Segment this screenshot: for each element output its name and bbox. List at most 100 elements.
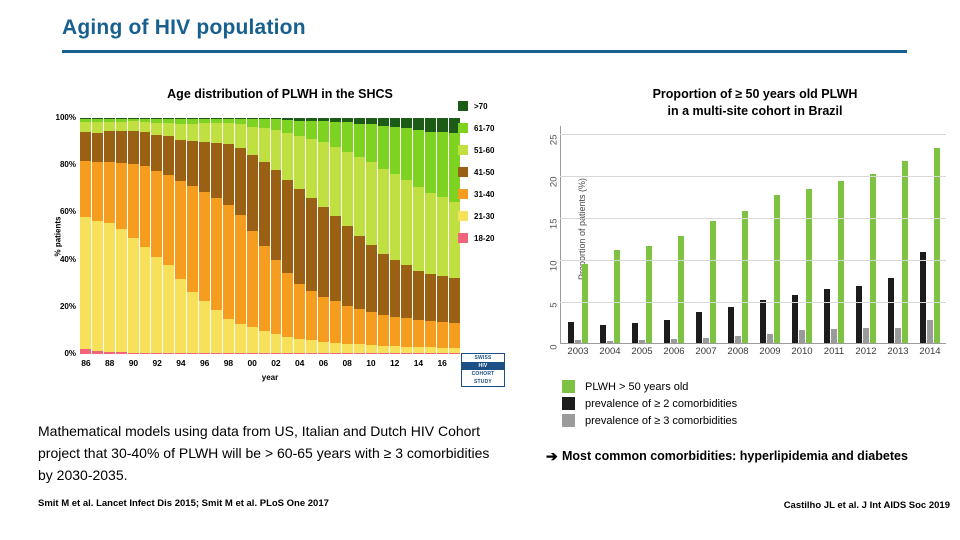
left-chart-segment bbox=[377, 168, 389, 254]
left-chart-segment bbox=[437, 132, 449, 198]
left-chart-segment bbox=[282, 119, 294, 133]
left-chart-segment bbox=[91, 351, 103, 354]
right-chart-bar bbox=[920, 252, 926, 343]
right-chart-heading-line2: in a multi-site cohort in Brazil bbox=[667, 104, 843, 118]
right-chart-legend: PLWH > 50 years old prevalence of ≥ 2 com… bbox=[562, 378, 922, 429]
left-chart-segment bbox=[151, 171, 163, 258]
right-chart-bar bbox=[678, 235, 684, 343]
left-chart-y-axis: 0% 20% 40% 60% 80% 100% bbox=[32, 114, 76, 358]
left-chart-segment bbox=[353, 344, 365, 354]
left-chart-xtick: 14 bbox=[413, 358, 424, 368]
left-chart-segment bbox=[425, 353, 437, 354]
left-chart-segment bbox=[258, 353, 270, 354]
left-chart-segment bbox=[234, 323, 246, 354]
left-chart-segment bbox=[151, 118, 163, 119]
left-chart-segment bbox=[341, 122, 353, 152]
left-chart-segment bbox=[341, 151, 353, 226]
left-chart-segment bbox=[401, 128, 413, 181]
left-chart-segment bbox=[353, 118, 365, 124]
left-chart-segment bbox=[222, 123, 234, 145]
right-chart-heading: Proportion of ≥ 50 years old PLWH in a m… bbox=[560, 86, 950, 120]
legend-label: prevalence of ≥ 3 comorbidities bbox=[585, 414, 738, 427]
left-chart-segment bbox=[353, 235, 365, 309]
left-chart-segment bbox=[258, 330, 270, 354]
left-chart-segment bbox=[210, 197, 222, 310]
left-chart-segment bbox=[449, 201, 460, 279]
legend-label: >70 bbox=[474, 101, 488, 111]
right-chart-ytick: 5 bbox=[548, 302, 560, 308]
left-chart-segment bbox=[306, 340, 318, 354]
left-chart-segment bbox=[187, 124, 199, 141]
left-chart-segment bbox=[163, 118, 175, 123]
right-chart-xtick: 2012 bbox=[855, 346, 877, 357]
left-chart-bar bbox=[437, 118, 449, 354]
left-chart-xtick: 12 bbox=[389, 358, 400, 368]
left-chart-segment bbox=[91, 118, 103, 119]
legend-swatch-icon bbox=[458, 211, 468, 221]
left-chart-segment bbox=[234, 118, 246, 119]
left-chart-ytick: 40% bbox=[59, 254, 76, 264]
right-chart-bar bbox=[792, 295, 798, 343]
left-chart-xtick: 04 bbox=[294, 358, 305, 368]
left-chart-segment bbox=[258, 119, 270, 128]
left-chart-segment bbox=[80, 217, 91, 350]
legend-item: 21-30 bbox=[458, 206, 518, 226]
left-chart-segment bbox=[199, 353, 210, 354]
left-chart-segment bbox=[330, 118, 341, 123]
left-chart-xtick: 90 bbox=[128, 358, 139, 368]
right-chart-bar bbox=[838, 181, 844, 343]
right-chart-bar bbox=[870, 173, 876, 343]
logo-line-hiv: HIV bbox=[462, 362, 504, 370]
left-chart-segment bbox=[389, 173, 401, 261]
right-chart-bar bbox=[632, 322, 638, 343]
right-chart-bar-group bbox=[690, 126, 722, 343]
right-chart-bar bbox=[760, 300, 766, 343]
left-chart-bar bbox=[413, 118, 425, 354]
left-chart-segment bbox=[270, 170, 282, 261]
left-chart-bar bbox=[246, 118, 258, 354]
left-chart-bar bbox=[151, 118, 163, 354]
left-chart-segment bbox=[413, 320, 425, 348]
left-chart-segment bbox=[282, 118, 294, 120]
left-chart-segment bbox=[341, 343, 353, 354]
left-chart-segment bbox=[210, 309, 222, 354]
left-chart-segment bbox=[139, 118, 151, 122]
right-chart-bar-group bbox=[722, 126, 754, 343]
left-chart-segment bbox=[449, 278, 460, 324]
left-chart-segment bbox=[139, 246, 151, 353]
right-chart-gridline bbox=[560, 134, 946, 136]
left-chart-bar bbox=[353, 118, 365, 354]
left-chart-segment bbox=[151, 122, 163, 135]
left-chart-segment bbox=[199, 142, 210, 192]
left-chart-segment bbox=[234, 215, 246, 324]
legend-swatch-icon bbox=[458, 101, 468, 111]
right-chart-bar bbox=[774, 194, 780, 343]
left-chart-segment bbox=[401, 346, 413, 354]
left-chart-segment bbox=[91, 162, 103, 222]
left-chart-segment bbox=[151, 118, 163, 123]
left-chart-bar bbox=[91, 118, 103, 354]
left-chart-bar bbox=[80, 118, 91, 354]
left-chart-segment bbox=[258, 245, 270, 331]
left-chart-segment bbox=[151, 134, 163, 172]
left-chart-segment bbox=[294, 120, 306, 137]
right-chart-bar-group bbox=[594, 126, 626, 343]
legend-item: 18-20 bbox=[458, 228, 518, 248]
citation-left: Smit M et al. Lancet Infect Dis 2015; Sm… bbox=[38, 498, 329, 509]
left-chart-xtick: 08 bbox=[342, 358, 352, 368]
left-chart-segment bbox=[151, 257, 163, 353]
left-chart-segment bbox=[103, 121, 115, 131]
left-chart-segment bbox=[175, 139, 187, 181]
left-chart-segment bbox=[187, 140, 199, 186]
left-chart-segment bbox=[187, 291, 199, 354]
right-chart-xtick: 2013 bbox=[887, 346, 909, 357]
left-chart-segment bbox=[341, 118, 353, 123]
left-chart-xtick: 94 bbox=[176, 358, 186, 368]
left-chart-segment bbox=[365, 345, 377, 354]
right-chart-gridline bbox=[560, 260, 946, 262]
right-chart-bar bbox=[888, 277, 894, 343]
right-chart-bar bbox=[735, 335, 741, 343]
left-chart-segment bbox=[246, 155, 258, 231]
left-chart-xtick: 86 bbox=[81, 358, 91, 368]
left-chart-bar bbox=[234, 118, 246, 354]
